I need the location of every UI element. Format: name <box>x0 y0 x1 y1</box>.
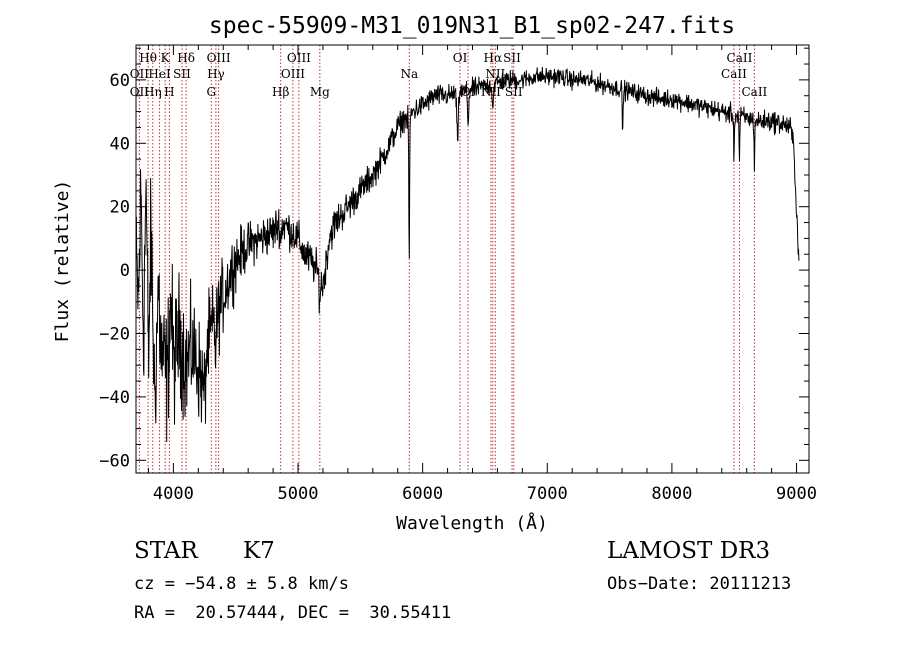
coordinates: RA = 20.57444, DEC = 30.55411 <box>134 603 452 623</box>
spectral-line-label: HeI <box>148 67 171 81</box>
y-axis: −60 −40 −20 0 20 40 60 <box>99 47 809 471</box>
y-tick-label: 40 <box>110 134 130 154</box>
spectral-line-label: NII <box>485 67 505 81</box>
spectral-line-label: OII <box>130 67 150 81</box>
spectral-line-label: Hδ <box>177 51 195 65</box>
y-tick-label: −40 <box>99 388 130 408</box>
spectral-line-label: Na <box>400 67 418 81</box>
x-tick-label: 4000 <box>153 484 194 504</box>
x-tick-label: 9000 <box>776 484 817 504</box>
spectral-line-label: CaII <box>741 85 767 99</box>
spectral-line-label: Hγ <box>207 67 225 81</box>
spectral-line-label: Hθ <box>139 51 157 65</box>
survey-name: LAMOST DR3 <box>607 538 771 564</box>
spectral-line-label: SII <box>173 67 191 81</box>
y-tick-label: 0 <box>120 261 130 281</box>
spectral-line-label: SII <box>505 85 523 99</box>
x-axis: 4000 5000 6000 7000 8000 9000 <box>147 45 817 504</box>
x-axis-label: Wavelength (Å) <box>396 512 548 534</box>
x-tick-label: 7000 <box>527 484 568 504</box>
spectral-line-label: CaII <box>727 51 753 65</box>
spectral-line-label: OIII <box>287 51 311 65</box>
spectral-line-label: OII <box>130 85 150 99</box>
spectrum-series <box>135 66 800 443</box>
spectral-line-label: G <box>206 85 216 99</box>
y-axis-label: Flux (relative) <box>52 180 73 343</box>
spectral-line-label: OIII <box>281 67 305 81</box>
y-tick-label: 60 <box>110 71 130 91</box>
subclass: K7 <box>243 538 275 564</box>
y-tick-label: 20 <box>110 198 130 218</box>
spectral-line-label: OI <box>453 51 468 65</box>
spectral-line-label: K <box>161 51 171 65</box>
obs-date: Obs−Date: 20111213 <box>607 574 792 594</box>
spectral-line-label: OIII <box>207 51 231 65</box>
spectral-line-label: Hα <box>484 51 503 65</box>
x-tick-label: 6000 <box>402 484 443 504</box>
spectrum-line <box>135 66 800 443</box>
spectral-line-label: CaII <box>721 67 747 81</box>
y-tick-label: −60 <box>99 451 130 471</box>
redshift: cz = −54.8 ± 5.8 km/s <box>134 574 349 594</box>
spectral-line-label: SII <box>503 51 521 65</box>
x-tick-label: 5000 <box>278 484 319 504</box>
spectral-line-markers <box>138 45 755 473</box>
object-class: STAR <box>134 538 198 564</box>
x-tick-label: 8000 <box>651 484 692 504</box>
spectral-line-label: H <box>164 85 174 99</box>
spectral-line-label: Hβ <box>272 85 289 99</box>
y-tick-label: −20 <box>99 325 130 345</box>
spectral-line-label: Mg <box>310 85 330 99</box>
spectral-line-label: Hη <box>144 85 162 99</box>
chart-title: spec-55909-M31_019N31_B1_sp02-247.fits <box>209 13 735 39</box>
